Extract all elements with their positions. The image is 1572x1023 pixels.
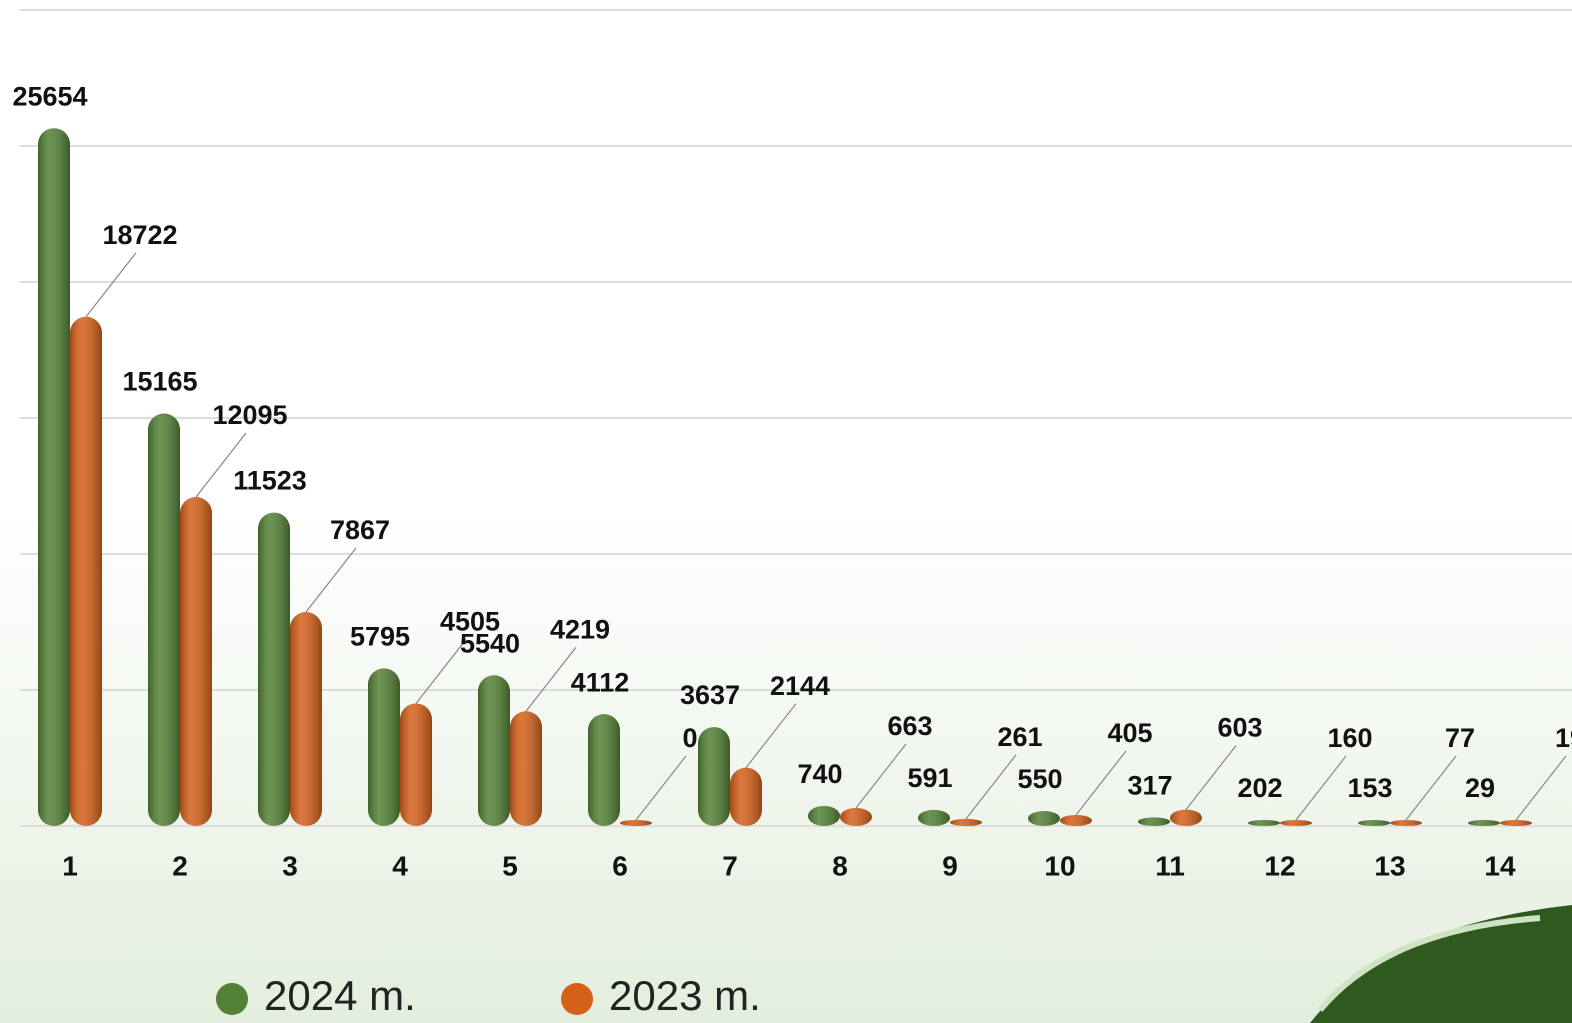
data-label: 4112 — [571, 667, 630, 697]
bar-shade — [730, 767, 762, 826]
bar-shade — [70, 316, 102, 826]
data-label: 740 — [797, 759, 842, 789]
x-tick-label: 13 — [1374, 850, 1405, 881]
bar-shade — [840, 807, 872, 826]
leader-line — [1405, 755, 1457, 821]
x-tick-label: 5 — [502, 850, 518, 881]
leader-line — [305, 547, 357, 613]
data-label: 4505 — [440, 607, 500, 637]
data-label: 11523 — [233, 466, 307, 496]
leader-line — [745, 703, 797, 769]
x-tick-label: 8 — [832, 850, 848, 881]
x-tick-label: 14 — [1484, 850, 1516, 881]
leader-line — [525, 646, 577, 712]
bar-shade — [808, 805, 840, 826]
bar-shade — [1280, 820, 1312, 826]
x-tick-label: 3 — [282, 850, 298, 881]
bar-shade — [478, 675, 510, 826]
bar-shade — [1468, 820, 1500, 826]
x-tick-label: 7 — [722, 850, 738, 881]
x-tick-label: 4 — [392, 850, 408, 881]
data-label: 25654 — [12, 81, 87, 111]
data-label: 5795 — [350, 622, 410, 652]
data-label: 2144 — [770, 671, 830, 701]
data-label: 7867 — [330, 515, 390, 545]
x-tick-label: 1 — [62, 850, 78, 881]
leader-line — [1295, 755, 1347, 821]
x-tick-label: 6 — [612, 850, 628, 881]
leader-line — [855, 743, 907, 809]
bar-shade — [1500, 820, 1532, 826]
data-label: 153 — [1347, 773, 1392, 803]
leaf-highlight — [1317, 915, 1541, 1012]
legend-label: 2023 m. — [609, 972, 761, 1019]
bar-shade — [1060, 814, 1092, 826]
legend-swatch — [561, 983, 593, 1015]
leader-line — [965, 754, 1017, 820]
x-tick-label: 10 — [1044, 850, 1075, 881]
data-label: 603 — [1217, 713, 1262, 743]
data-label: 663 — [887, 711, 932, 741]
bar-shade — [180, 497, 212, 826]
bar-shade — [918, 809, 950, 826]
data-label: 19 — [1555, 723, 1572, 753]
bar-shade — [1138, 817, 1170, 826]
data-label: 12095 — [212, 400, 287, 430]
bar-shade — [1358, 820, 1390, 826]
bar-shade — [698, 727, 730, 826]
x-tick-label: 2 — [172, 850, 188, 881]
x-tick-label: 9 — [942, 850, 958, 881]
bar-shade — [368, 668, 400, 826]
bar-shade — [1028, 811, 1060, 826]
legend-label: 2024 m. — [264, 972, 416, 1019]
data-label: 29 — [1465, 773, 1495, 803]
bar-shade — [258, 512, 290, 826]
data-label: 3637 — [680, 680, 740, 710]
data-label: 405 — [1107, 718, 1152, 748]
leader-line — [195, 432, 247, 498]
data-label: 591 — [907, 763, 952, 793]
bar-shade — [38, 128, 70, 827]
bar-shade — [510, 711, 542, 826]
bar-shade — [290, 612, 322, 826]
bar-shade — [400, 703, 432, 826]
leader-line — [415, 639, 467, 704]
bar-shade — [950, 818, 982, 826]
data-label: 160 — [1327, 723, 1372, 753]
bar-shade — [620, 820, 652, 826]
x-tick-label: 12 — [1264, 850, 1295, 881]
legend-swatch — [216, 983, 248, 1015]
bar-shade — [1248, 820, 1280, 826]
data-label: 15165 — [122, 367, 197, 397]
data-label: 0 — [682, 723, 697, 753]
data-label: 317 — [1127, 771, 1172, 801]
data-label: 202 — [1237, 773, 1282, 803]
bar-shade — [588, 714, 620, 826]
data-label: 261 — [997, 722, 1042, 752]
bar-shade — [1170, 809, 1202, 826]
data-label: 4219 — [550, 614, 610, 644]
leader-line — [85, 252, 137, 318]
x-tick-label: 11 — [1155, 850, 1185, 881]
leader-line — [635, 755, 687, 821]
leader-line — [1515, 755, 1567, 821]
data-label: 18722 — [102, 220, 177, 250]
leaf-decoration — [1310, 905, 1572, 1023]
leader-line — [1185, 745, 1237, 810]
data-label: 77 — [1445, 723, 1475, 753]
bar-shade — [1390, 820, 1422, 826]
bar-shade — [148, 413, 180, 826]
leader-line — [1075, 750, 1127, 816]
data-label: 550 — [1017, 764, 1062, 794]
data-label: 5540 — [460, 628, 520, 658]
